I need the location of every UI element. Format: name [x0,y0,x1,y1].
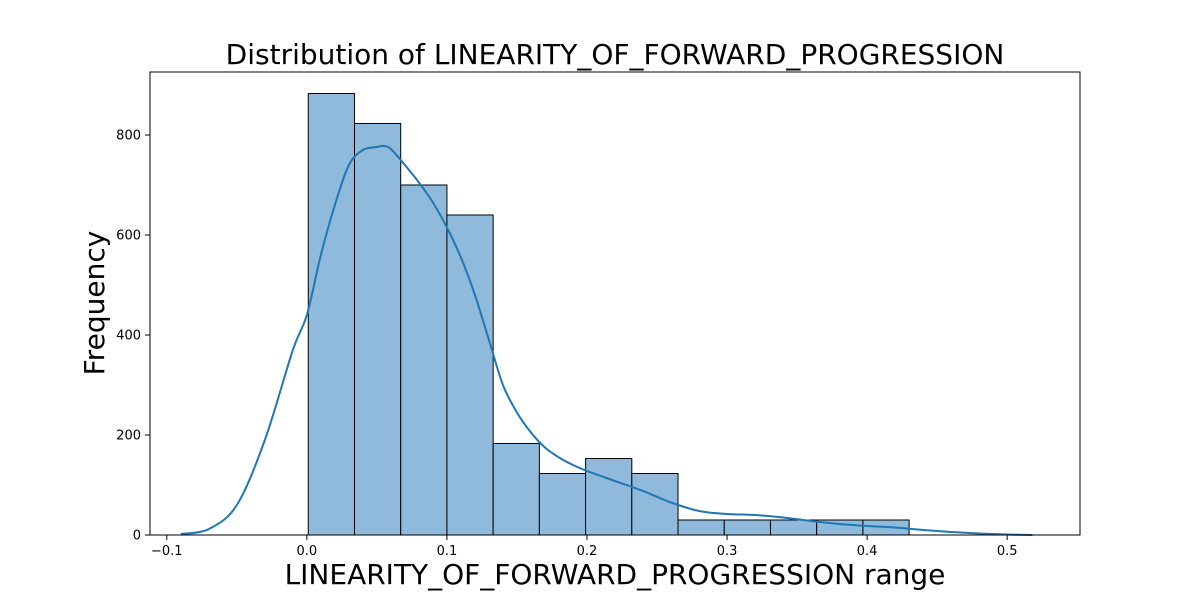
y-axis-ticks: 0 200 400 600 800 [116,129,150,544]
histogram-bars [307,93,910,536]
x-tick-label: 0.0 [297,544,318,559]
y-tick-label: 0 [133,529,141,544]
histogram-bar [723,519,771,536]
x-axis-ticks: −0.1 0.0 0.1 0.2 0.3 0.4 0.5 [151,535,1018,559]
histogram-bar [400,184,448,536]
x-tick-label: −0.1 [151,544,183,559]
histogram-bar [677,519,725,536]
y-tick-label: 400 [116,329,141,344]
plot-frame [149,71,1081,536]
x-tick-label: 0.2 [577,544,598,559]
y-tick-label: 800 [116,129,141,144]
histogram-bar [307,93,355,536]
x-tick-label: 0.5 [997,544,1018,559]
chart-title: Distribution of LINEARITY_OF_FORWARD_PRO… [226,38,1005,71]
x-tick-label: 0.1 [437,544,458,559]
x-tick-label: 0.4 [857,544,878,559]
x-axis-label: LINEARITY_OF_FORWARD_PROGRESSION range [285,558,946,591]
histogram-bar [631,473,679,536]
kde-curve [180,144,1033,536]
y-axis-label: Frequency [78,231,111,376]
histogram-bar [492,443,540,536]
y-tick-label: 200 [116,429,141,444]
histogram-bar [446,214,494,536]
histogram-bar [538,473,587,536]
histogram-bar [585,458,633,536]
histogram-bar [353,123,402,536]
histogram-bar [769,519,818,536]
x-tick-label: 0.3 [717,544,738,559]
y-tick-label: 600 [116,229,141,244]
